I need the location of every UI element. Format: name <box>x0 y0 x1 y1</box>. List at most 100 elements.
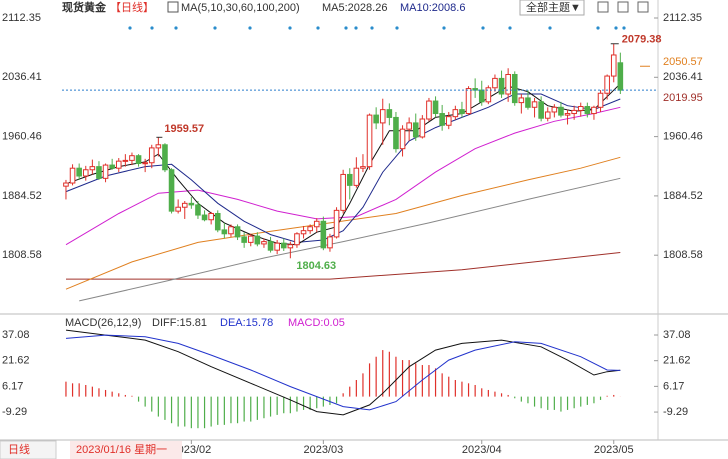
event-dot[interactable] <box>248 26 252 30</box>
candle-body <box>412 122 419 138</box>
event-dot[interactable] <box>614 26 618 30</box>
event-dot[interactable] <box>442 26 446 30</box>
icon[interactable] <box>617 1 629 13</box>
candle-body <box>478 89 485 103</box>
candle-body <box>102 164 109 179</box>
last-price-label: 2019.95 <box>663 92 703 104</box>
event-dot[interactable] <box>395 26 399 30</box>
candle-body <box>333 209 340 238</box>
event-dot[interactable] <box>622 26 626 30</box>
candle-body <box>313 220 320 228</box>
event-dot[interactable] <box>316 26 320 30</box>
candle-body <box>142 162 148 165</box>
candle-body <box>300 230 307 235</box>
event-dot[interactable] <box>370 26 374 30</box>
cursor-date: 2023/01/16 星期一 <box>76 443 167 456</box>
candle-body <box>617 62 624 91</box>
cursor-label-box <box>70 441 182 459</box>
event-dot[interactable] <box>481 26 485 30</box>
candle-body <box>155 144 162 149</box>
event-dot[interactable] <box>508 26 512 30</box>
candle-body <box>459 109 465 115</box>
candle-body <box>373 114 379 124</box>
candle-body <box>254 235 261 245</box>
candle-body <box>129 155 135 161</box>
candle-body <box>419 118 426 138</box>
period-button-label[interactable]: 日线 <box>8 442 30 456</box>
candle-body <box>109 164 115 169</box>
candle-body <box>393 116 399 150</box>
event-dot[interactable] <box>288 26 292 30</box>
candle-body <box>234 226 241 238</box>
event-dot[interactable] <box>354 26 358 30</box>
candle-body <box>181 202 188 208</box>
ma-line <box>66 252 621 280</box>
candle-body <box>432 100 439 115</box>
candle-body <box>327 236 333 249</box>
candle-body <box>148 147 155 164</box>
event-dot[interactable] <box>213 26 217 30</box>
y-tick-label: 1960.46 <box>2 131 42 143</box>
low-annotation: 1804.63 <box>296 260 336 272</box>
ma-line <box>65 156 621 290</box>
candle-body <box>591 106 597 115</box>
theme-button[interactable] <box>519 0 585 16</box>
y-tick-label-right: 2036.41 <box>663 71 703 83</box>
macd-tick-label-right: -9.29 <box>663 406 688 418</box>
y-tick-label-right: 1884.52 <box>663 190 703 202</box>
candle-body <box>294 233 300 246</box>
candle-body <box>188 202 195 206</box>
candle-body <box>564 113 571 116</box>
event-dot[interactable] <box>128 26 132 30</box>
candle-body <box>208 212 214 221</box>
event-dot[interactable] <box>596 26 600 30</box>
icon[interactable] <box>637 1 649 13</box>
macd-line <box>65 334 621 411</box>
candle-body <box>597 92 604 108</box>
dea-legend: DEA:15.78 <box>220 317 273 329</box>
candle-body <box>287 244 294 249</box>
event-dot[interactable] <box>150 26 154 30</box>
candle-body <box>307 226 313 232</box>
price-marker-label: 2050.57 <box>663 56 703 68</box>
candle-body <box>195 204 201 216</box>
candle-body <box>538 101 544 119</box>
candle-body <box>135 155 142 165</box>
event-dot[interactable] <box>548 26 552 30</box>
candle-body <box>445 116 452 126</box>
candle-body <box>175 206 181 212</box>
candle-body <box>320 220 327 249</box>
candle-body <box>353 167 360 186</box>
candle-body <box>498 77 505 95</box>
candle-body <box>261 241 267 245</box>
candle-body <box>267 241 274 251</box>
candle-body <box>115 160 122 169</box>
candle-body <box>518 97 525 104</box>
icon[interactable] <box>597 1 609 13</box>
candle-body <box>511 73 518 104</box>
macd-line <box>65 329 621 416</box>
ma-icon <box>167 1 179 13</box>
macd-tick-label-right: 37.08 <box>663 329 691 341</box>
candle-body <box>82 169 89 177</box>
candle-body <box>69 167 76 184</box>
theme-button-label[interactable]: 全部主题▼ <box>526 0 581 14</box>
event-dot[interactable] <box>174 26 178 30</box>
candle-body <box>452 109 459 118</box>
ma-label: MA(5,10,30,60,100,200) <box>181 2 300 14</box>
candle-body <box>406 122 412 130</box>
event-dot[interactable] <box>344 26 348 30</box>
period-button[interactable] <box>0 440 57 459</box>
candle-body <box>492 77 498 89</box>
candle-body <box>63 182 69 187</box>
ma-line <box>79 177 621 302</box>
candle-body <box>280 242 287 249</box>
period-label[interactable]: 【日线】 <box>110 0 154 14</box>
candle-body <box>340 173 346 211</box>
candle-body <box>604 75 610 94</box>
candle-body <box>241 236 247 243</box>
candle-body <box>386 109 393 118</box>
y-tick-label-right: 1960.46 <box>663 131 703 143</box>
candle-body <box>465 88 472 115</box>
